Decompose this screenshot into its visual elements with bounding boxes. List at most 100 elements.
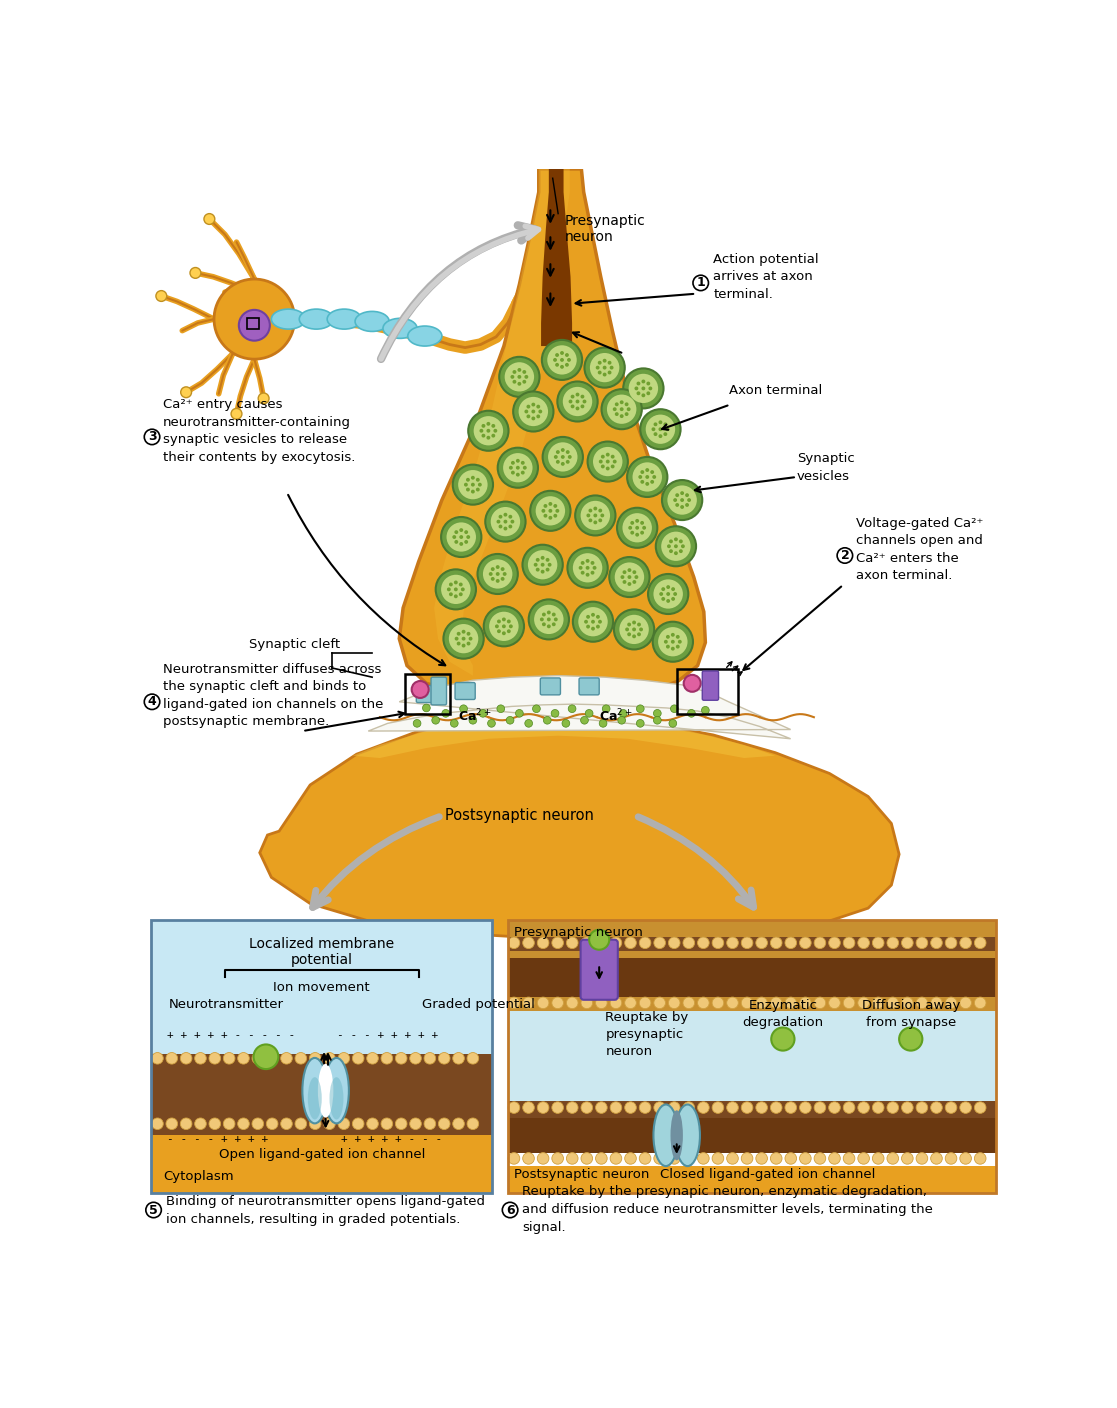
- Circle shape: [960, 938, 972, 949]
- Circle shape: [509, 624, 513, 628]
- Circle shape: [610, 938, 622, 949]
- Circle shape: [669, 549, 672, 553]
- Circle shape: [843, 1153, 855, 1164]
- Circle shape: [547, 624, 551, 628]
- Circle shape: [534, 605, 564, 634]
- FancyBboxPatch shape: [581, 939, 618, 1000]
- Circle shape: [622, 513, 652, 542]
- Circle shape: [579, 607, 608, 636]
- Circle shape: [481, 434, 486, 438]
- Circle shape: [945, 997, 957, 1008]
- Circle shape: [214, 279, 295, 359]
- Circle shape: [687, 498, 691, 503]
- Circle shape: [410, 1118, 421, 1129]
- Circle shape: [662, 480, 703, 520]
- Circle shape: [646, 467, 649, 472]
- Circle shape: [309, 1118, 321, 1129]
- Circle shape: [585, 559, 590, 563]
- Circle shape: [713, 1102, 724, 1114]
- Circle shape: [669, 539, 672, 543]
- Circle shape: [659, 421, 662, 424]
- Circle shape: [590, 353, 619, 382]
- Circle shape: [544, 504, 547, 508]
- Circle shape: [843, 997, 855, 1008]
- Text: 6: 6: [506, 1204, 515, 1217]
- Text: Presynaptic neuron: Presynaptic neuron: [514, 926, 642, 939]
- Circle shape: [258, 393, 269, 404]
- Circle shape: [194, 1053, 207, 1064]
- Circle shape: [508, 515, 513, 518]
- Circle shape: [560, 351, 564, 355]
- Circle shape: [628, 622, 631, 627]
- Circle shape: [901, 1153, 914, 1164]
- Circle shape: [640, 521, 645, 525]
- Circle shape: [603, 373, 607, 376]
- Circle shape: [521, 470, 525, 474]
- Circle shape: [438, 1053, 450, 1064]
- Circle shape: [605, 453, 610, 456]
- Circle shape: [630, 521, 634, 525]
- Text: Axon terminal: Axon terminal: [728, 384, 822, 397]
- Circle shape: [680, 505, 684, 508]
- Circle shape: [533, 705, 541, 712]
- Circle shape: [366, 1053, 379, 1064]
- Circle shape: [581, 997, 593, 1008]
- Circle shape: [579, 566, 583, 570]
- Circle shape: [537, 1102, 548, 1114]
- Circle shape: [623, 369, 663, 408]
- Circle shape: [471, 476, 475, 480]
- Circle shape: [618, 717, 626, 724]
- Circle shape: [650, 480, 655, 484]
- Circle shape: [593, 521, 598, 524]
- Circle shape: [713, 1153, 724, 1164]
- Circle shape: [652, 474, 656, 479]
- Circle shape: [465, 531, 468, 534]
- Circle shape: [506, 717, 514, 724]
- Circle shape: [676, 645, 680, 649]
- Circle shape: [459, 528, 464, 532]
- Circle shape: [678, 639, 681, 643]
- Circle shape: [634, 386, 638, 390]
- Circle shape: [566, 460, 570, 463]
- FancyBboxPatch shape: [417, 686, 437, 703]
- Circle shape: [497, 705, 505, 712]
- Circle shape: [458, 470, 488, 500]
- Circle shape: [352, 1053, 364, 1064]
- Circle shape: [552, 1153, 563, 1164]
- Circle shape: [513, 391, 554, 431]
- Circle shape: [556, 451, 560, 453]
- Circle shape: [611, 455, 614, 459]
- Circle shape: [540, 618, 544, 621]
- Circle shape: [454, 587, 458, 591]
- Circle shape: [814, 997, 825, 1008]
- Circle shape: [395, 1053, 407, 1064]
- FancyBboxPatch shape: [703, 672, 718, 700]
- Circle shape: [496, 565, 499, 569]
- Circle shape: [785, 997, 796, 1008]
- Text: Neurotransmitter: Neurotransmitter: [169, 998, 284, 1011]
- Ellipse shape: [324, 1057, 349, 1124]
- Circle shape: [598, 360, 602, 365]
- Circle shape: [467, 1118, 479, 1129]
- Circle shape: [800, 1102, 811, 1114]
- Circle shape: [452, 465, 493, 504]
- Circle shape: [513, 370, 516, 375]
- Circle shape: [166, 1118, 178, 1129]
- Circle shape: [547, 611, 551, 614]
- Circle shape: [280, 1053, 293, 1064]
- Circle shape: [843, 1102, 855, 1114]
- Circle shape: [829, 997, 840, 1008]
- Circle shape: [561, 448, 565, 452]
- Circle shape: [858, 938, 869, 949]
- Circle shape: [488, 719, 495, 727]
- Circle shape: [627, 407, 631, 411]
- Circle shape: [523, 370, 526, 375]
- Text: Closed ligand-gated ion channel: Closed ligand-gated ion channel: [660, 1169, 875, 1181]
- Circle shape: [661, 532, 690, 560]
- Circle shape: [872, 938, 884, 949]
- Circle shape: [901, 997, 914, 1008]
- Circle shape: [486, 435, 490, 439]
- Circle shape: [637, 622, 641, 627]
- Circle shape: [503, 1202, 518, 1218]
- Circle shape: [960, 997, 972, 1008]
